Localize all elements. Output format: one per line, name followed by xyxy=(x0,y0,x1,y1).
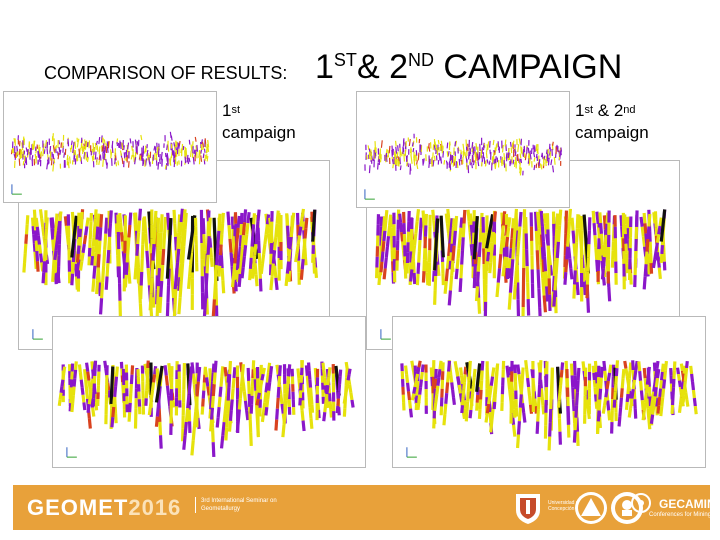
right-bottom-view xyxy=(392,316,706,468)
title-rest: CAMPAIGN xyxy=(433,48,623,86)
right-bottom-plot xyxy=(400,359,698,458)
left-main-plot xyxy=(22,208,319,340)
university-name: Universidad de Concepción xyxy=(548,500,582,512)
left-bottom-view xyxy=(52,316,366,468)
gecamin-name: GECAMIN xyxy=(659,497,716,511)
crest-seal-icon xyxy=(611,492,643,524)
left-bottom-plot xyxy=(57,360,355,458)
right-caption-word: campaign xyxy=(575,123,649,142)
title-number-1: 1 xyxy=(315,48,334,86)
title-sup-2: ND xyxy=(407,50,434,70)
left-caption-sup: st xyxy=(231,104,241,116)
gecamin-tagline: Conferences for Mining xyxy=(649,512,712,518)
left-top-view xyxy=(3,91,217,203)
geomet-year: 2016 xyxy=(128,495,182,520)
title-sup-1: ST xyxy=(333,50,357,70)
university-shield-icon xyxy=(516,494,540,524)
gecamin-logo-icon xyxy=(631,493,651,513)
title-number-2: 2 xyxy=(389,48,408,86)
right-top-plot xyxy=(364,133,563,200)
title-main: 1ST& 2ND CAMPAIGN xyxy=(315,48,622,87)
geomet-tagline: 3rd International Seminar on Geometallur… xyxy=(195,497,290,513)
left-caption-num: 1 xyxy=(222,101,232,120)
right-caption-num2: 2 xyxy=(613,101,624,120)
triangle-seal-icon xyxy=(575,492,607,524)
right-caption-num1: 1 xyxy=(575,101,585,120)
left-caption-word: campaign xyxy=(222,123,296,142)
right-caption-amp: & xyxy=(593,101,614,120)
right-top-view xyxy=(356,91,570,208)
title-lead: COMPARISON OF RESULTS: xyxy=(44,63,288,83)
left-top-plot xyxy=(10,131,210,195)
footer-banner: GEOMET2016 3rd International Seminar on … xyxy=(13,485,716,530)
right-main-plot xyxy=(374,208,667,340)
right-caption: 1st & 2nd campaign xyxy=(575,100,649,144)
geomet-brand: GEOMET xyxy=(27,495,129,520)
right-caption-sup1: st xyxy=(584,104,594,116)
slide-title: COMPARISON OF RESULTS: 1ST& 2ND CAMPAIGN xyxy=(44,48,704,94)
left-caption: 1st campaign xyxy=(222,100,296,144)
geomet-logo: GEOMET2016 xyxy=(27,495,181,521)
title-amp: & xyxy=(356,48,390,86)
right-caption-sup2: nd xyxy=(623,104,636,116)
